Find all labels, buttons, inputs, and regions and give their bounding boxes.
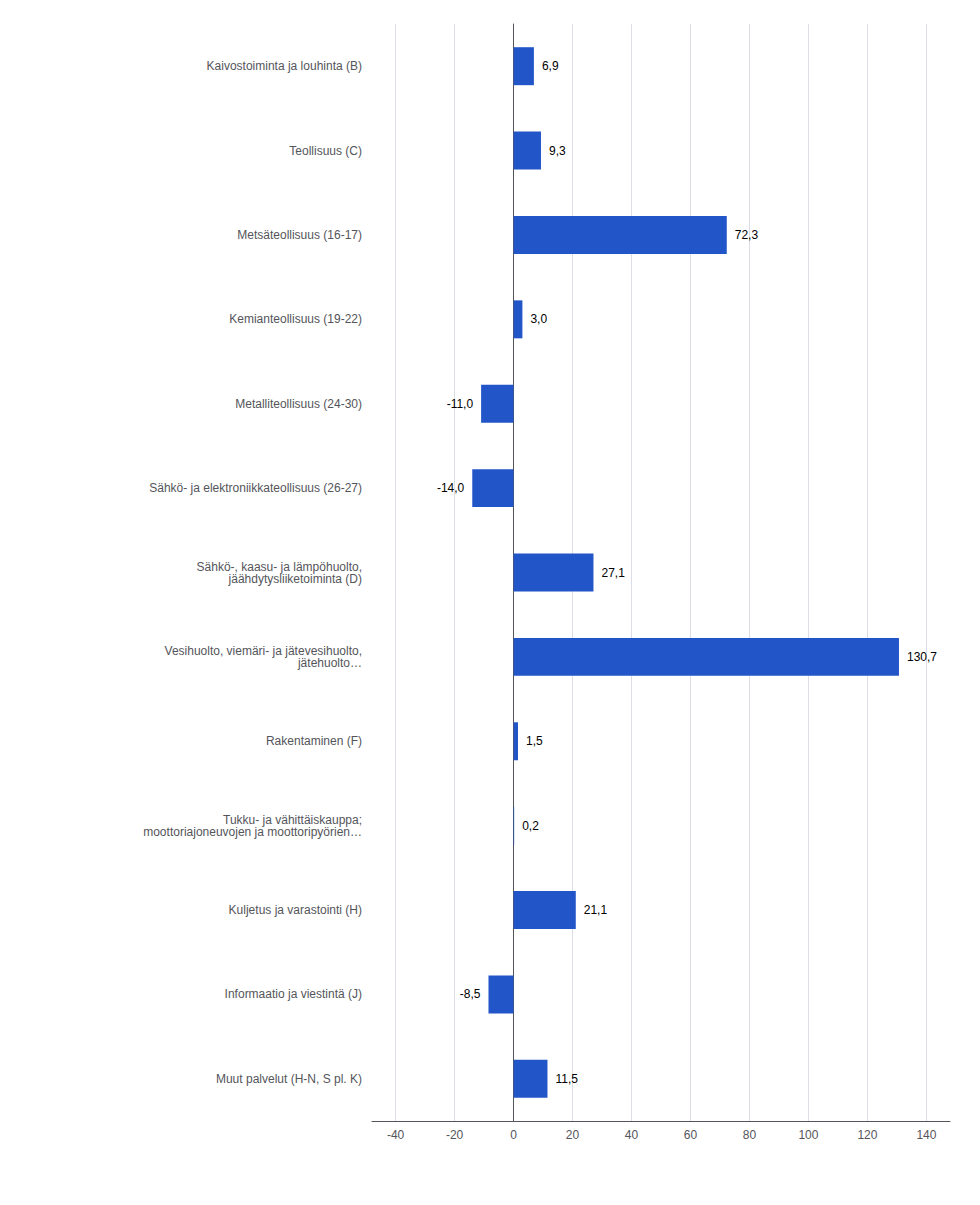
svg-text:jätehuolto…: jätehuolto… (297, 656, 362, 670)
svg-text:3,0: 3,0 (530, 312, 547, 326)
svg-text:moottoriajoneuvojen ja moottor: moottoriajoneuvojen ja moottoripyörien… (143, 825, 362, 839)
svg-text:Kaivostoiminta ja louhinta (B): Kaivostoiminta ja louhinta (B) (207, 59, 362, 73)
svg-text:Tukku- ja vähittäiskauppa;: Tukku- ja vähittäiskauppa; (223, 812, 362, 827)
svg-text:Teollisuus (C): Teollisuus (C) (289, 144, 362, 158)
svg-text:40: 40 (625, 1128, 639, 1142)
svg-text:0: 0 (510, 1128, 517, 1142)
svg-text:Sähkö-, kaasu- ja lämpöhuolto,: Sähkö-, kaasu- ja lämpöhuolto, (196, 559, 362, 574)
svg-text:72,3: 72,3 (735, 228, 759, 242)
svg-text:Muut palvelut (H-N, S pl. K): Muut palvelut (H-N, S pl. K) (216, 1072, 362, 1086)
svg-text:Metsäteollisuus (16-17): Metsäteollisuus (16-17) (237, 228, 362, 242)
svg-text:-40: -40 (387, 1128, 405, 1142)
svg-text:Kemianteollisuus (19-22): Kemianteollisuus (19-22) (229, 312, 362, 326)
svg-text:11,5: 11,5 (555, 1072, 578, 1086)
svg-text:9,3: 9,3 (549, 144, 566, 158)
svg-text:jäähdytysliiketoiminta (D): jäähdytysliiketoiminta (D) (228, 572, 362, 586)
svg-text:Informaatio ja viestintä (J): Informaatio ja viestintä (J) (225, 987, 362, 1001)
svg-text:140: 140 (916, 1128, 936, 1142)
svg-text:Rakentaminen (F): Rakentaminen (F) (266, 734, 362, 748)
svg-text:Kuljetus ja varastointi (H): Kuljetus ja varastointi (H) (229, 903, 362, 917)
svg-text:0,2: 0,2 (522, 819, 539, 833)
svg-text:Vesihuolto, viemäri- ja jäteve: Vesihuolto, viemäri- ja jätevesihuolto, (164, 643, 362, 658)
svg-text:80: 80 (743, 1128, 757, 1142)
svg-text:-14,0: -14,0 (437, 481, 465, 495)
svg-text:130,7: 130,7 (907, 650, 937, 664)
svg-text:20: 20 (566, 1128, 580, 1142)
svg-text:100: 100 (798, 1128, 818, 1142)
svg-text:Sähkö- ja elektroniikkateollis: Sähkö- ja elektroniikkateollisuus (26-27… (149, 481, 362, 495)
svg-text:6,9: 6,9 (542, 59, 559, 73)
svg-text:21,1: 21,1 (584, 903, 608, 917)
svg-text:Metalliteollisuus (24-30): Metalliteollisuus (24-30) (235, 397, 362, 411)
svg-text:27,1: 27,1 (601, 566, 625, 580)
svg-text:120: 120 (857, 1128, 877, 1142)
svg-text:60: 60 (684, 1128, 698, 1142)
svg-text:1,5: 1,5 (526, 734, 543, 748)
svg-text:-11,0: -11,0 (447, 397, 474, 411)
svg-text:-8,5: -8,5 (460, 987, 481, 1001)
svg-text:-20: -20 (446, 1128, 464, 1142)
